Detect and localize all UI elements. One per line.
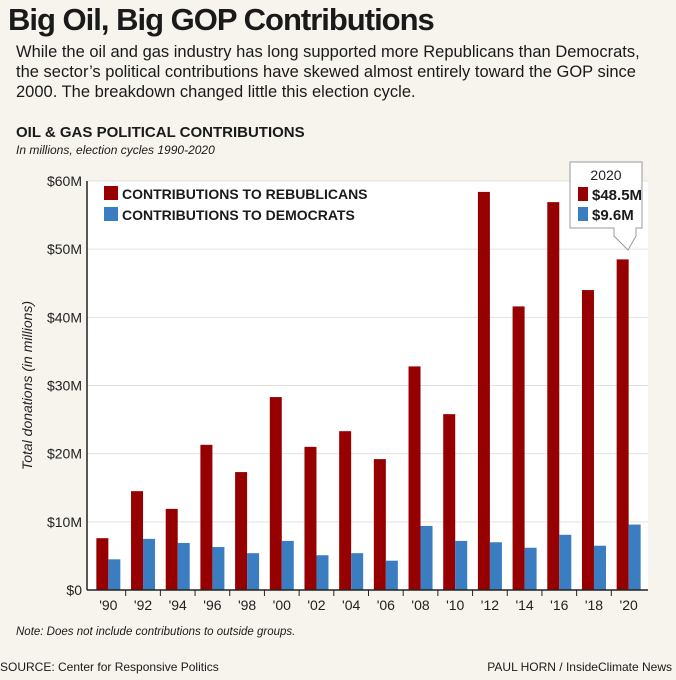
y-tick-label: $50M bbox=[47, 241, 82, 257]
x-tick-label: '00 bbox=[273, 597, 291, 613]
bar-republicans bbox=[200, 444, 213, 590]
bar-republicans bbox=[339, 431, 352, 590]
legend-swatch bbox=[104, 186, 118, 200]
bar-democrats bbox=[143, 538, 156, 590]
x-tick-label: '96 bbox=[203, 597, 221, 613]
author-credit: PAUL HORN / InsideClimate News bbox=[487, 660, 672, 674]
legend-swatch bbox=[104, 207, 118, 221]
legend-label: CONTRIBUTIONS TO DEMOCRATS bbox=[122, 207, 355, 223]
callout-year: 2020 bbox=[590, 167, 621, 183]
bar-republicans bbox=[408, 366, 421, 590]
bar-republicans bbox=[269, 397, 282, 590]
x-tick-label: '14 bbox=[515, 597, 533, 613]
callout-swatch-democrats bbox=[578, 207, 588, 221]
bar-democrats bbox=[177, 542, 190, 590]
x-tick-label: '04 bbox=[342, 597, 360, 613]
x-tick-label: '20 bbox=[620, 597, 638, 613]
x-tick-label: '12 bbox=[481, 597, 499, 613]
bar-republicans bbox=[165, 508, 178, 590]
callout-democrats-value: $9.6M bbox=[592, 207, 634, 224]
x-tick-label: '16 bbox=[550, 597, 568, 613]
bar-republicans bbox=[512, 306, 525, 590]
bar-republicans bbox=[96, 538, 109, 590]
bar-democrats bbox=[351, 553, 364, 590]
bar-democrats bbox=[385, 560, 398, 590]
x-tick-label: '98 bbox=[238, 597, 256, 613]
x-tick-label: '10 bbox=[446, 597, 464, 613]
page-subtitle: While the oil and gas industry has long … bbox=[16, 43, 640, 101]
source-credit: SOURCE: Center for Responsive Politics bbox=[0, 660, 219, 674]
x-tick-label: '92 bbox=[134, 597, 152, 613]
bar-democrats bbox=[455, 540, 468, 590]
chart-subtitle: In millions, election cycles 1990-2020 bbox=[16, 143, 215, 157]
y-tick-label: $60M bbox=[47, 173, 82, 189]
bar-republicans bbox=[581, 290, 594, 590]
chart-title: OIL & GAS POLITICAL CONTRIBUTIONS bbox=[16, 124, 305, 141]
bar-democrats bbox=[420, 525, 433, 590]
y-axis-label: Total donations (in millions) bbox=[19, 301, 35, 470]
y-tick-label: $10M bbox=[47, 514, 82, 530]
callout-republicans-value: $48.5M bbox=[592, 187, 642, 204]
bar-republicans bbox=[477, 191, 490, 590]
x-tick-label: '08 bbox=[411, 597, 429, 613]
x-tick-label: '02 bbox=[307, 597, 325, 613]
y-tick-label: $0 bbox=[66, 582, 82, 598]
bar-republicans bbox=[616, 259, 629, 590]
y-tick-label: $20M bbox=[47, 446, 82, 462]
legend-label: CONTRIBUTIONS TO REBUBLICANS bbox=[122, 186, 368, 202]
bar-democrats bbox=[108, 559, 121, 590]
y-tick-label: $30M bbox=[47, 378, 82, 394]
bar-democrats bbox=[316, 555, 329, 590]
bar-republicans bbox=[547, 202, 560, 591]
callout-box bbox=[569, 161, 643, 251]
bar-republicans bbox=[235, 472, 248, 590]
y-tick-label: $40M bbox=[47, 309, 82, 325]
bar-democrats bbox=[212, 547, 225, 590]
x-tick-label: '94 bbox=[169, 597, 187, 613]
x-tick-label: '06 bbox=[377, 597, 395, 613]
footnote: Note: Does not include contributions to … bbox=[16, 626, 296, 638]
bar-republicans bbox=[304, 446, 317, 590]
bar-democrats bbox=[628, 524, 641, 590]
bar-democrats bbox=[281, 540, 294, 590]
bar-republicans bbox=[443, 414, 456, 590]
bar-democrats bbox=[559, 534, 572, 590]
bar-democrats bbox=[593, 545, 606, 590]
bar-democrats bbox=[247, 553, 260, 590]
bar-democrats bbox=[524, 547, 537, 590]
x-tick-label: '18 bbox=[585, 597, 603, 613]
bar-republicans bbox=[131, 491, 144, 590]
bar-republicans bbox=[373, 459, 386, 590]
page-title: Big Oil, Big GOP Contributions bbox=[8, 2, 435, 37]
x-tick-label: '90 bbox=[99, 597, 117, 613]
bar-democrats bbox=[489, 542, 502, 590]
callout-swatch-republicans bbox=[578, 187, 588, 201]
